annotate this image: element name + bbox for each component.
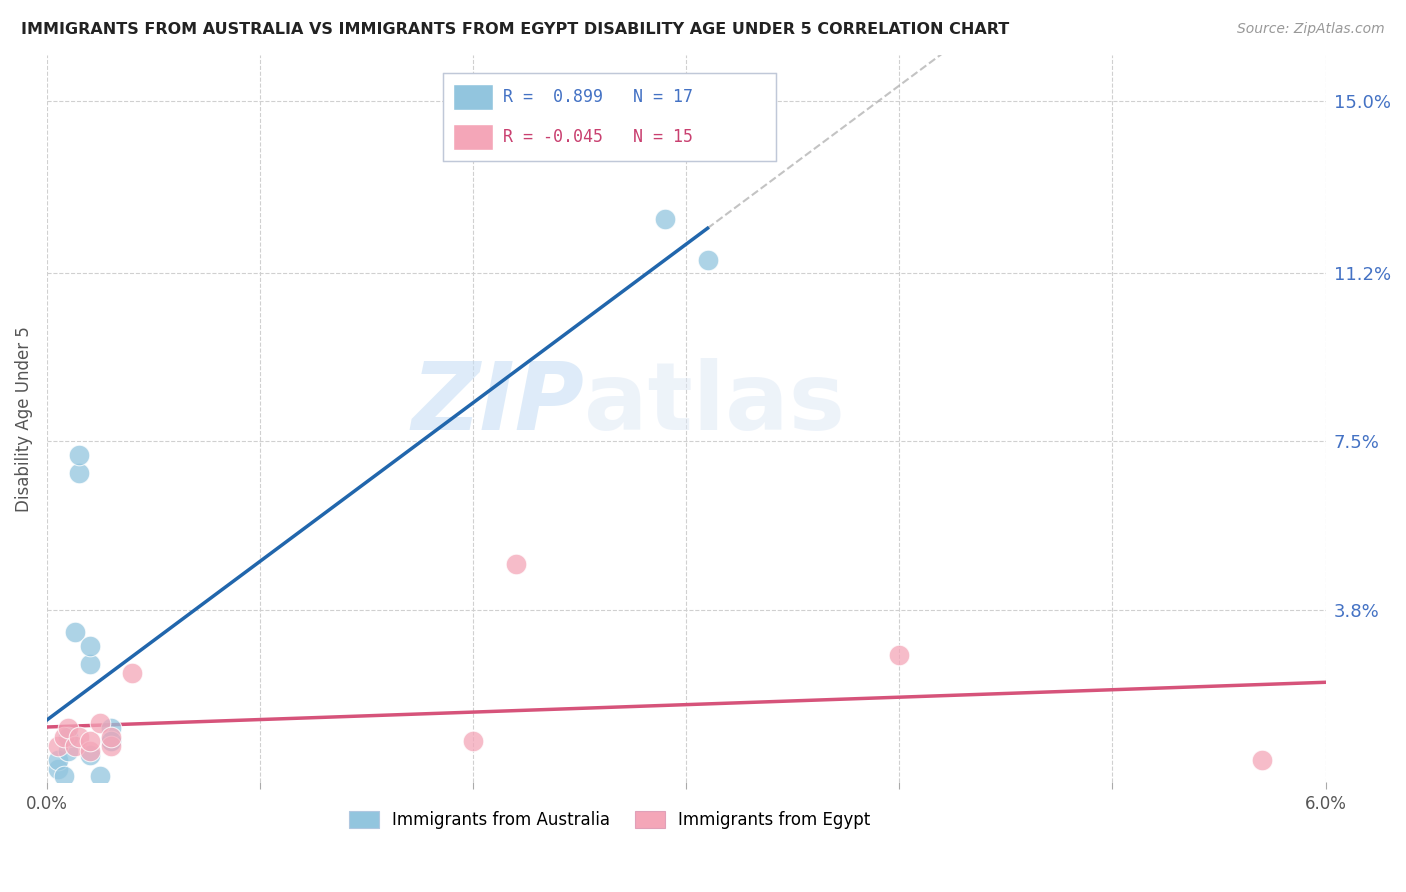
Point (58, 721, 80, 735)
Point (67, 448, 90, 462)
Point (654, 211, 676, 226)
Point (889, 648, 911, 662)
Point (63, 625, 86, 640)
Point (100, 721, 122, 735)
Text: IMMIGRANTS FROM AUSTRALIA VS IMMIGRANTS FROM EGYPT DISABILITY AGE UNDER 5 CORREL: IMMIGRANTS FROM AUSTRALIA VS IMMIGRANTS … (21, 22, 1010, 37)
Point (67, 730, 90, 744)
Point (58, 730, 80, 744)
Point (505, 557, 527, 571)
Point (67, 467, 90, 481)
Point (89, 716, 111, 731)
Point (1250, 753, 1272, 767)
Legend: Immigrants from Australia, Immigrants from Egypt: Immigrants from Australia, Immigrants fr… (342, 805, 877, 836)
Point (52, 768, 75, 782)
Y-axis label: Disability Age Under 5: Disability Age Under 5 (15, 326, 32, 512)
Point (63, 739, 86, 753)
Point (89, 768, 111, 782)
Point (100, 734, 122, 748)
Point (52, 730, 75, 744)
Point (46, 753, 69, 767)
Point (121, 666, 143, 681)
Point (46, 762, 69, 776)
Text: Source: ZipAtlas.com: Source: ZipAtlas.com (1237, 22, 1385, 37)
Point (79, 657, 101, 672)
Point (79, 639, 101, 653)
Point (46, 739, 69, 753)
Point (100, 730, 122, 744)
Point (461, 734, 484, 748)
Point (79, 734, 101, 748)
Point (58, 743, 80, 757)
Point (100, 734, 122, 748)
Point (79, 748, 101, 763)
Point (79, 743, 101, 757)
Point (696, 252, 718, 267)
Text: atlas: atlas (583, 359, 845, 450)
Text: ZIP: ZIP (411, 359, 583, 450)
Point (100, 739, 122, 753)
